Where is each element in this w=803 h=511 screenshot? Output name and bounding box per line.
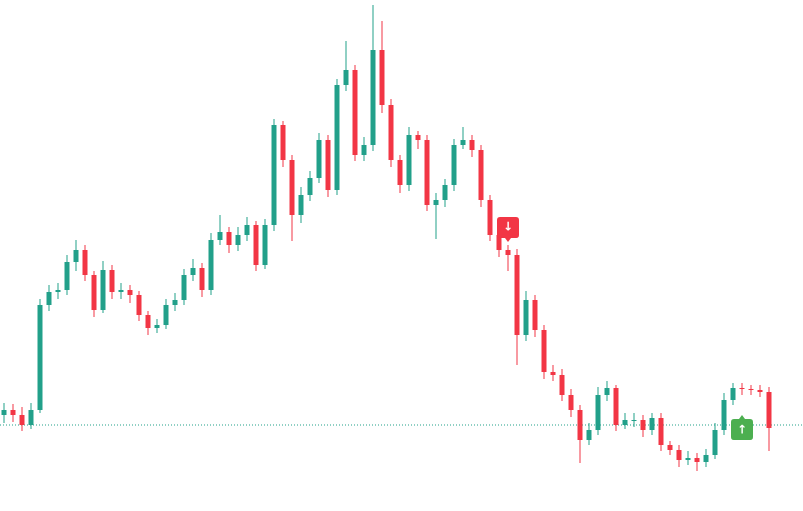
candle-body — [766, 392, 772, 428]
candle-body — [379, 50, 385, 105]
candle-body — [316, 140, 322, 178]
candle-body — [667, 445, 673, 450]
candle-body — [532, 300, 538, 330]
candle-body — [595, 395, 601, 430]
candle-body — [622, 420, 628, 425]
candle-body — [271, 125, 277, 225]
candle-body — [307, 178, 313, 195]
marker-shape — [497, 217, 519, 242]
candle-body — [28, 410, 34, 425]
candle-body — [199, 268, 205, 290]
signal-marker: ↓ — [497, 217, 519, 242]
candle-body — [235, 235, 241, 245]
marker-label: ↑ — [737, 423, 747, 437]
candle-body — [388, 105, 394, 160]
candle-body — [325, 140, 331, 190]
candle-body — [334, 85, 340, 190]
candle-body — [127, 290, 133, 295]
candle-body — [685, 458, 691, 460]
candle-body — [55, 290, 61, 292]
candle-body — [676, 450, 682, 460]
candle-body — [613, 388, 619, 425]
candle-body — [46, 292, 52, 305]
candle-body — [541, 330, 547, 372]
candle-body — [415, 135, 421, 140]
candle-body — [658, 418, 664, 445]
candle-body — [397, 160, 403, 185]
candle-body — [352, 70, 358, 155]
candle-body — [640, 420, 646, 430]
candle-body — [109, 270, 115, 292]
candle-body — [361, 145, 367, 155]
marker-shape — [731, 415, 753, 440]
candle-body — [469, 140, 475, 150]
candle-body — [451, 145, 457, 185]
candle-body — [73, 250, 79, 262]
candle-body — [559, 375, 565, 395]
candle-body — [289, 160, 295, 215]
candle-body — [1, 410, 7, 415]
candle-body — [154, 325, 160, 328]
candle-body — [478, 150, 484, 200]
candle-body — [19, 415, 25, 425]
candle-body — [424, 140, 430, 205]
candle-body — [460, 140, 466, 145]
candle-body — [649, 418, 655, 430]
candle-body — [118, 290, 124, 292]
candle-body — [568, 395, 574, 410]
candle-body — [280, 125, 286, 160]
candle-body — [487, 200, 493, 235]
candle-body — [136, 295, 142, 315]
candle-body — [298, 195, 304, 215]
candle-body — [343, 70, 349, 85]
candle-body — [370, 50, 376, 145]
candle-body — [208, 240, 214, 290]
candle-body — [433, 200, 439, 205]
candle-body — [442, 185, 448, 200]
candle-body — [145, 315, 151, 328]
candle-body — [739, 388, 745, 389]
candle-body — [703, 455, 709, 462]
candle-body — [262, 225, 268, 265]
candle-body — [505, 250, 511, 255]
candle-body — [748, 389, 754, 390]
candle-body — [91, 275, 97, 310]
candle-body — [730, 388, 736, 400]
candle-body — [514, 255, 520, 335]
candle-body — [604, 388, 610, 395]
candle-body — [64, 262, 70, 290]
candle-body — [694, 458, 700, 462]
marker-label: ↓ — [503, 220, 513, 234]
candle-body — [163, 305, 169, 325]
candle-body — [172, 300, 178, 305]
candle-body — [190, 268, 196, 275]
candle-body — [217, 232, 223, 240]
candle-body — [253, 225, 259, 265]
candle-body — [244, 225, 250, 235]
candle-body — [523, 300, 529, 335]
candle-body — [10, 410, 16, 415]
candle-body — [631, 420, 637, 421]
candle-body — [712, 430, 718, 455]
candle-body — [406, 135, 412, 185]
candle-body — [586, 430, 592, 440]
candle-body — [757, 390, 763, 392]
candle-body — [550, 372, 556, 375]
candle-body — [37, 305, 43, 410]
candle-body — [100, 270, 106, 310]
candle-body — [226, 232, 232, 245]
candle-body — [181, 275, 187, 300]
candle-body — [577, 410, 583, 440]
candle-body — [721, 400, 727, 430]
candle-body — [496, 235, 502, 250]
signal-marker: ↑ — [731, 415, 753, 440]
candle-body — [82, 250, 88, 275]
